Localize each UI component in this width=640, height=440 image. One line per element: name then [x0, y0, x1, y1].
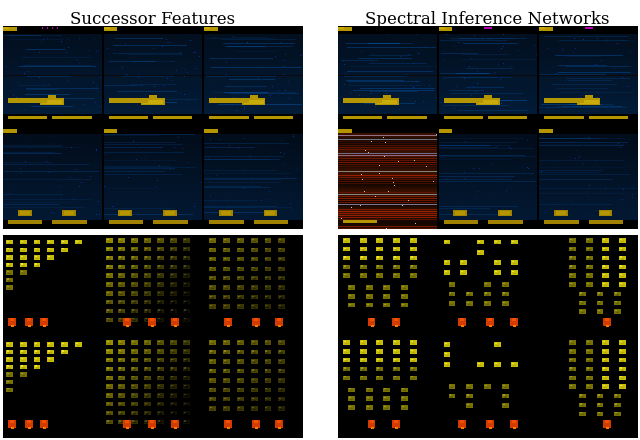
Text: Successor Features: Successor Features	[70, 11, 236, 28]
Text: Spectral Inference Networks: Spectral Inference Networks	[365, 11, 609, 28]
